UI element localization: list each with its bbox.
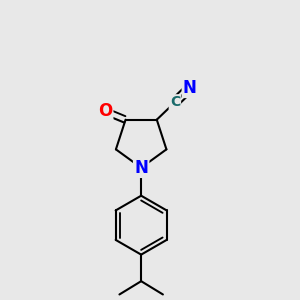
Text: C: C [170,95,180,109]
Text: N: N [183,79,197,97]
Text: N: N [134,159,148,177]
Text: O: O [98,102,112,120]
